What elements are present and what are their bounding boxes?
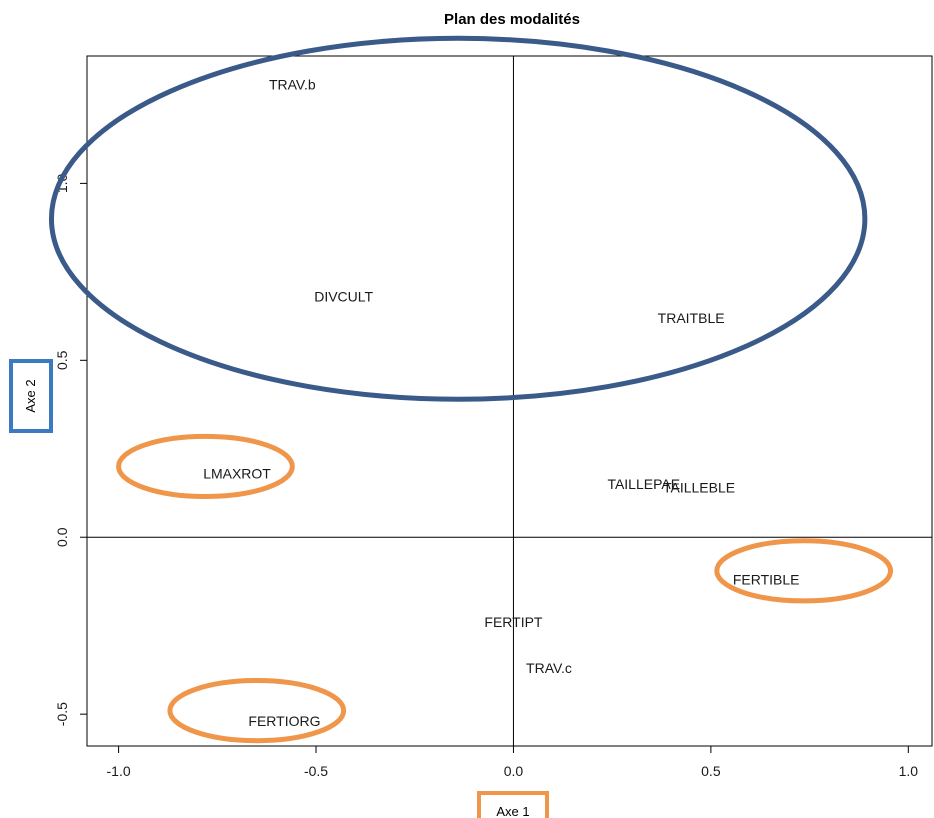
x-tick-label: 1.0 [899,763,919,779]
x-tick-label: 0.0 [504,763,524,779]
x-tick-label: -0.5 [304,763,328,779]
highlight-ellipse [714,538,894,604]
point-label: FERTIPT [484,614,543,630]
plot-frame [86,55,933,747]
highlight-ellipse [167,678,347,744]
point-label: TRAV.b [269,76,316,92]
point-label: FERTIBLE [733,572,800,588]
point-label: LMAXROT [203,466,271,482]
x-tick-label: 0.5 [701,763,721,779]
point-label: TRAITBLE [658,310,725,326]
y-tick-label: 0.0 [54,527,70,547]
highlight-ellipse [48,35,868,402]
x-axis-title-box [477,791,549,818]
x-axis: -1.0 -0.5 0.0 0.5 1.0 [107,745,919,779]
point-labels: TRAV.b DIVCULT TRAITBLE LMAXROT TAILLEPAETAI… [203,76,799,729]
highlight-ellipse [116,433,295,500]
x-tick-label: -1.0 [107,763,131,779]
reference-lines [87,56,932,746]
chart-title: Plan des modalités [444,11,580,28]
y-tick-label: 0.5 [54,350,70,370]
point-label: DIVCULT [314,289,373,305]
point-label: TRAV.c [526,660,572,676]
x-axis-title: Axe 1 [496,804,529,818]
point-label: FERTIORG [248,713,320,729]
y-axis-title: Axe 2 [23,379,38,412]
point-label: TAILLEBLE [663,480,735,496]
y-axis-title-box [9,359,53,433]
highlight-ellipses [48,35,894,744]
y-tick-label: -0.5 [54,702,70,726]
point-label: TAILLEPAE [607,476,680,492]
